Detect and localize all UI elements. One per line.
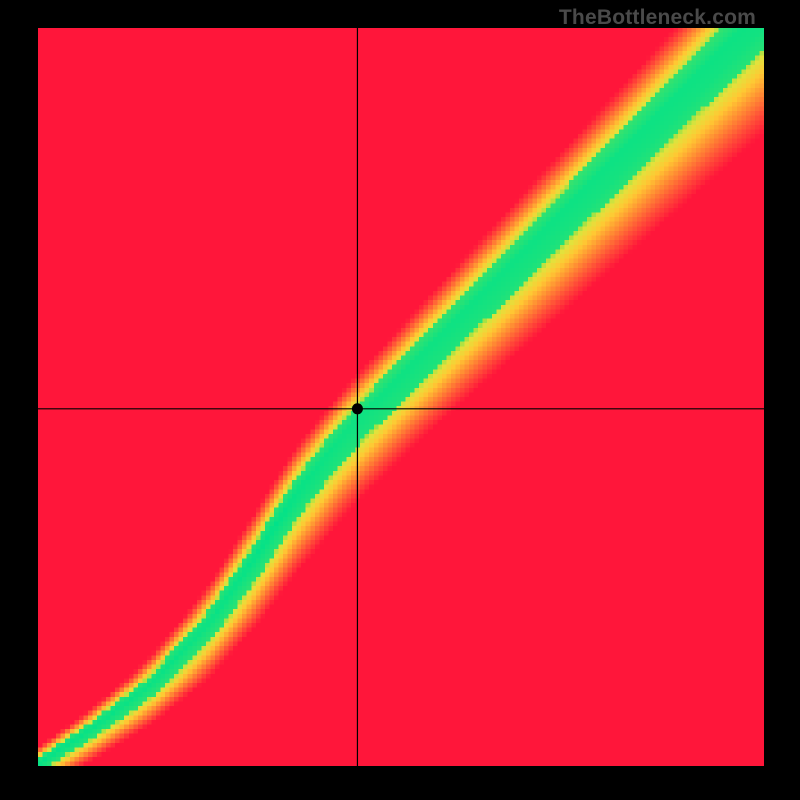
bottleneck-heatmap <box>38 28 764 766</box>
chart-container: TheBottleneck.com <box>0 0 800 800</box>
watermark-text: TheBottleneck.com <box>559 6 756 30</box>
